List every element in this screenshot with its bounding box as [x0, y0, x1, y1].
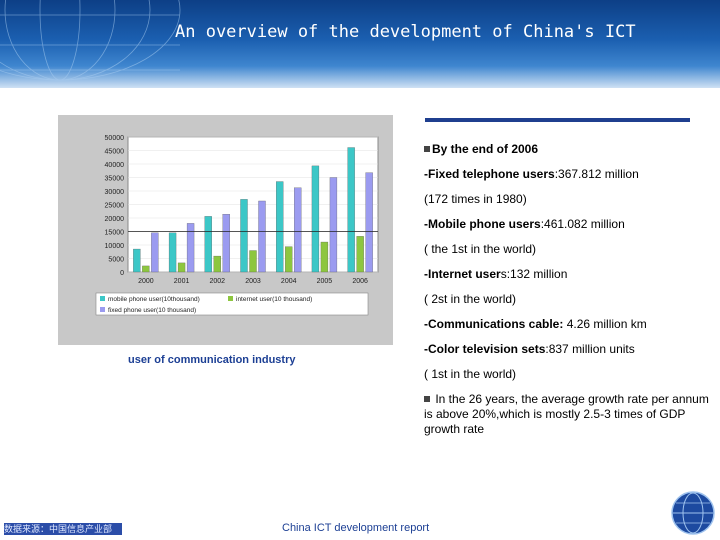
slide-header: An overview of the development of China'… [0, 0, 720, 88]
legend-swatch [100, 296, 105, 301]
bullet-item: -Fixed telephone users:367.812 million [424, 167, 639, 181]
bullet-item: -Communications cable: 4.26 million km [424, 317, 647, 331]
bullet-item: ( the 1st in the world) [424, 242, 537, 256]
y-tick-label: 5000 [108, 257, 124, 264]
bar [133, 248, 141, 273]
bar [356, 236, 364, 273]
y-tick-label: 10000 [105, 243, 125, 250]
y-tick-label: 20000 [105, 216, 125, 223]
legend-label: mobile phone user(10thousand) [108, 296, 200, 303]
y-tick-label: 0 [120, 270, 124, 277]
bar [294, 187, 302, 273]
bar [222, 214, 230, 273]
bullet-item: (172 times in 1980) [424, 192, 527, 206]
bar [186, 223, 195, 273]
bullet-item: ( 1st in the world) [424, 367, 517, 381]
chart-panel: 50000 45000 40000 35000 30000 25000 20000 15000… [58, 115, 393, 345]
bullet-item: -Color television sets:837 million units [424, 342, 635, 356]
bar [311, 165, 320, 273]
chart-caption: user of communication industry [128, 354, 296, 366]
x-tick-label: 2001 [174, 278, 190, 285]
bar [213, 255, 221, 273]
y-tick-label: 40000 [105, 162, 125, 169]
bullet-item: -Mobile phone users:461.082 million [424, 217, 625, 231]
globe-logo-icon [671, 491, 715, 535]
bullet-summary: In the 26 years, the average growth rate… [424, 392, 709, 436]
bar [249, 250, 257, 273]
y-tick-label: 30000 [105, 189, 125, 196]
bar [329, 177, 338, 273]
bar [204, 216, 212, 273]
bullet-item: -Internet users:132 million [424, 267, 568, 281]
x-tick-label: 2000 [138, 278, 154, 285]
bar [168, 232, 177, 273]
title-underline [425, 118, 690, 122]
legend-label: fixed phone user(10 thousand) [108, 307, 196, 314]
bar [177, 262, 186, 273]
legend-swatch [228, 296, 233, 301]
globe-graphic-icon [0, 0, 181, 81]
y-tick-label: 45000 [105, 149, 125, 156]
footer-report: China ICT development report [282, 522, 430, 534]
legend-swatch [100, 307, 105, 312]
bar [347, 147, 355, 273]
x-tick-label: 2005 [317, 278, 333, 285]
bar-chart: 5000045000400003500030000250002000015000… [95, 135, 379, 316]
bar [276, 181, 284, 273]
bar [320, 241, 329, 273]
bar [151, 232, 159, 273]
y-tick-label: 50000 [105, 135, 125, 142]
x-tick-label: 2003 [245, 278, 261, 285]
y-tick-label: 35000 [105, 176, 125, 183]
bar [285, 246, 293, 273]
slide-title: An overview of the development of China'… [175, 22, 636, 42]
legend-label: internet user(10 thousand) [236, 296, 312, 303]
legend-box [95, 292, 369, 316]
square-bullet-icon [424, 146, 430, 152]
bar [365, 172, 373, 273]
bullet-heading: By the end of 2006 [424, 142, 716, 167]
square-bullet-icon [424, 396, 430, 402]
y-tick-label: 15000 [105, 230, 125, 237]
y-tick-label: 25000 [105, 203, 125, 210]
x-tick-label: 2004 [281, 278, 297, 285]
bar [258, 200, 266, 273]
bar [142, 265, 150, 273]
x-tick-label: 2006 [352, 278, 368, 285]
bullet-item: ( 2st in the world) [424, 292, 517, 306]
footer-source: 数据来源：中国信息产业部 [4, 523, 122, 535]
bullet-list: By the end of 2006 -Fixed telephone user… [424, 142, 716, 437]
x-tick-label: 2002 [209, 278, 225, 285]
bar [240, 199, 248, 273]
